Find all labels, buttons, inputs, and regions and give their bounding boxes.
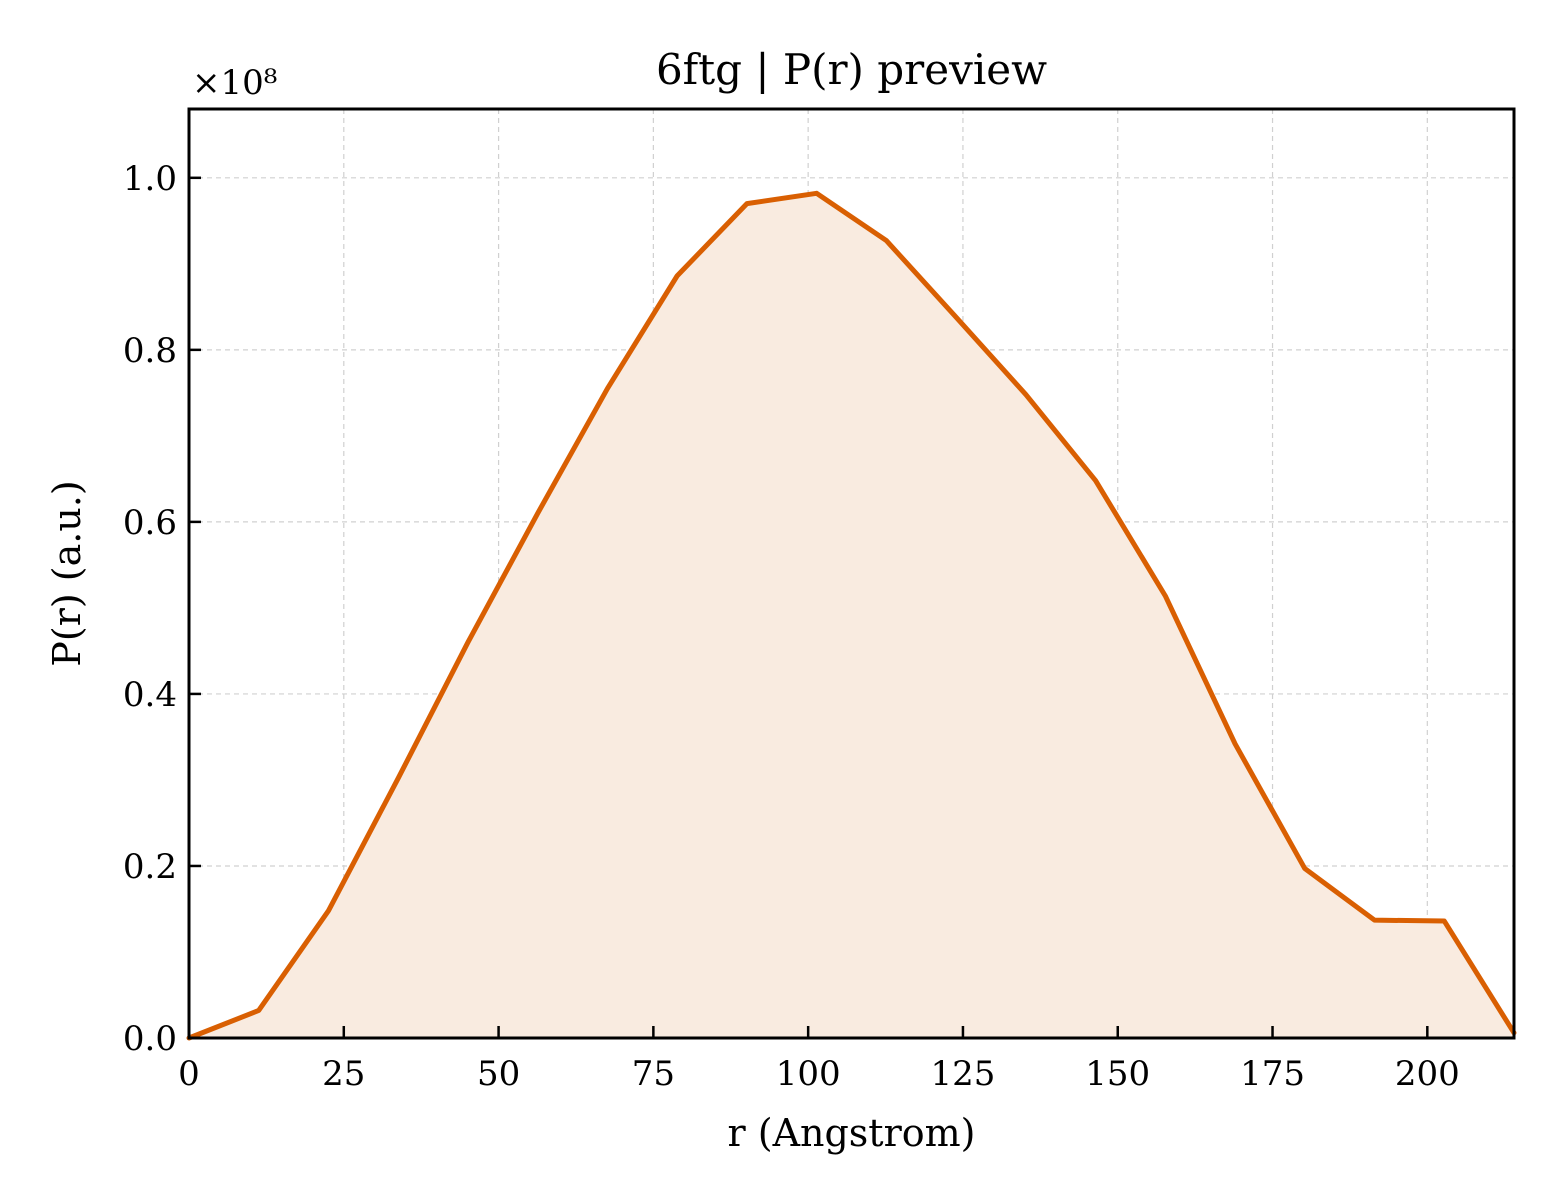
y-axis-label: P(r) (a.u.) — [45, 480, 89, 666]
area-fill — [189, 193, 1514, 1038]
chart-title: 6ftg | P(r) preview — [656, 45, 1047, 94]
series-line — [186, 190, 1517, 1041]
x-tick-label: 50 — [477, 1054, 520, 1094]
y-tick-label: 0.0 — [123, 1019, 177, 1059]
plot-frame — [187, 107, 1516, 1040]
x-tick-label: 150 — [1085, 1054, 1150, 1094]
x-tick-label: 200 — [1395, 1054, 1460, 1094]
x-tick-label: 100 — [776, 1054, 841, 1094]
y-axis-multiplier: ×10⁸ — [192, 63, 277, 103]
x-tick-label: 25 — [322, 1054, 365, 1094]
x-tick-label: 175 — [1240, 1054, 1305, 1094]
y-tick-label: 0.8 — [123, 331, 177, 371]
y-tick-label: 0.4 — [123, 675, 177, 715]
x-tick-label: 125 — [930, 1054, 995, 1094]
y-tick-label: 1.0 — [123, 159, 177, 199]
y-tick-label: 0.6 — [123, 503, 177, 543]
y-tick-label: 0.2 — [123, 847, 177, 887]
x-axis-label: r (Angstrom) — [728, 1111, 976, 1155]
x-tick-label: 75 — [632, 1054, 675, 1094]
axis-ticks: 0 25 50 75 100 125 150 175 200 0.0 0.2 0.4 0.6 0.8 1.0 — [123, 159, 1460, 1094]
x-tick-label: 0 — [178, 1054, 200, 1094]
